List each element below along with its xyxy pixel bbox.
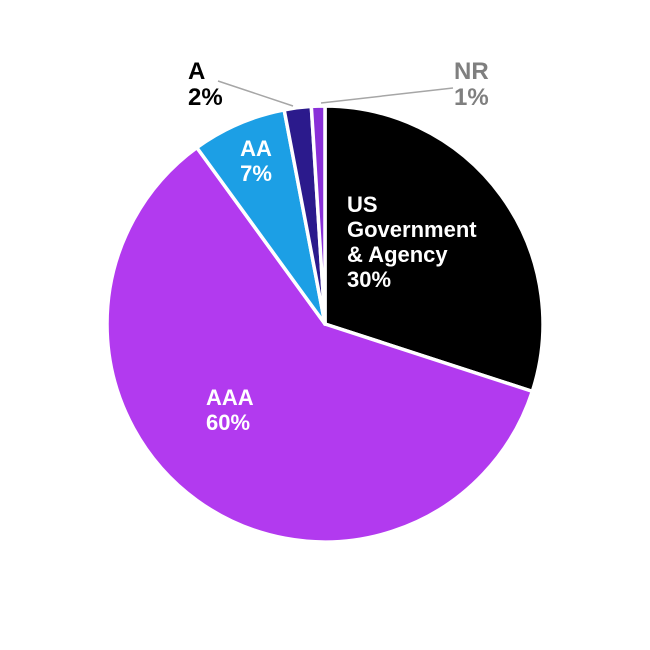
label-aa-pct: 7%	[240, 161, 272, 186]
pie-slice-us-government-agency	[323, 104, 545, 394]
label-us-government-agency-name: US Government & Agency	[347, 192, 477, 267]
leader-lines	[217, 80, 454, 107]
label-a-name: A	[188, 58, 206, 85]
leader-line-nr	[320, 87, 454, 104]
leader-line-a	[217, 80, 294, 107]
label-aaa-name: AAA	[206, 385, 254, 410]
label-nr-pct: 1%	[454, 84, 489, 111]
label-aa-name: AA	[240, 136, 272, 161]
label-us-government-agency: US Government & Agency 30%	[347, 192, 492, 292]
label-a-pct: 2%	[188, 84, 223, 111]
label-aa: AA 7%	[226, 136, 286, 186]
label-nr: NR 1%	[454, 59, 489, 111]
label-a: A 2%	[188, 59, 223, 111]
pie-slice-nr	[309, 104, 327, 326]
label-aaa-pct: 60%	[206, 410, 251, 435]
label-nr-name: NR	[454, 58, 489, 85]
pie-slice-aaa	[105, 145, 535, 544]
label-us-government-agency-pct: 30%	[347, 267, 392, 292]
label-aaa: AAA 60%	[206, 385, 254, 435]
pie-slices	[105, 104, 545, 544]
